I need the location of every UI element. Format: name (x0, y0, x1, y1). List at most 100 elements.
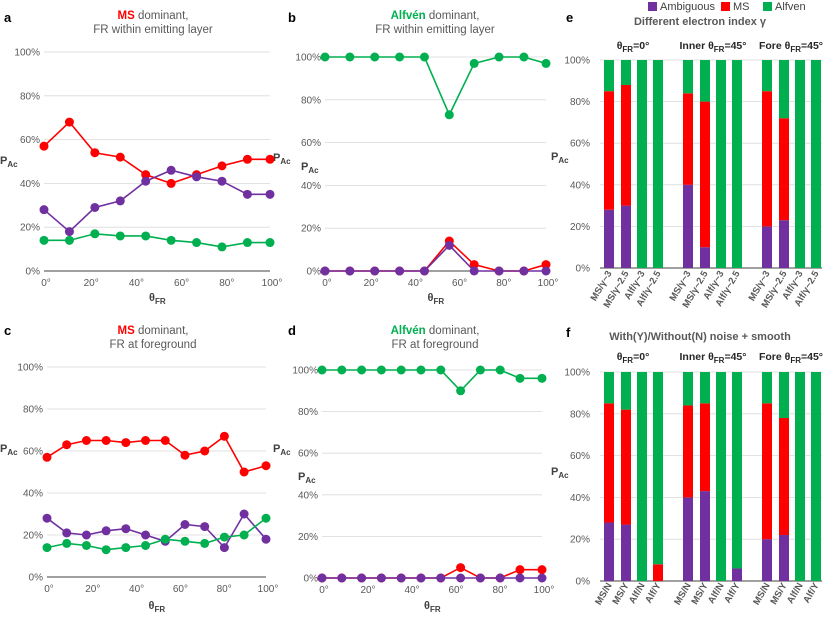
data-point-alfven (541, 58, 551, 68)
group-label-post: =45° (724, 40, 746, 52)
panel-f: f With(Y)/Without(N) noise + smooth 0% 20% 4… (551, 325, 823, 607)
bar-segment-ambiguous (732, 568, 742, 581)
data-point-ambiguous (494, 266, 504, 276)
group-label-post: =45° (801, 40, 823, 52)
bar-segment-alfven (621, 60, 631, 85)
data-point-ms (469, 260, 479, 270)
bar-segment-ms (621, 84, 631, 206)
bar-segment-alfven (716, 372, 726, 581)
bar-segment-alfven (811, 372, 821, 581)
y-tick-label: 0% (304, 574, 319, 585)
data-point-alfven (416, 365, 426, 375)
category-label: MS/N (593, 581, 614, 607)
panel-title: With(Y)/Without(N) noise + smooth (609, 331, 791, 343)
y-tick-label: 20% (570, 222, 590, 233)
data-point-alfven (261, 513, 271, 523)
data-point-alfven (42, 543, 52, 553)
data-point-ambiguous (192, 172, 202, 182)
bar-segment-ambiguous (700, 491, 710, 581)
x-tick-label: 40° (408, 278, 423, 289)
data-point-ambiguous (42, 513, 52, 523)
data-point-alfven (495, 365, 505, 375)
bar-segment-ms (762, 403, 772, 540)
y-axis-label-sub: Ac (308, 166, 319, 175)
category-label: Alf/Y (801, 580, 822, 605)
bar-segment-alfven (716, 60, 726, 268)
data-point-alfven (376, 365, 386, 375)
data-point-ambiguous (217, 176, 227, 186)
x-tick-label: 80° (492, 585, 507, 596)
data-point-ambiguous (200, 522, 210, 532)
group-label-sub: FR (714, 356, 725, 365)
data-point-alfven (475, 365, 485, 375)
data-point-alfven (370, 52, 380, 62)
y-tick-label: 80% (23, 405, 43, 416)
bar-segment-ambiguous (779, 220, 789, 268)
category-label: MS/N (751, 581, 772, 607)
category-label: MS/Y (768, 580, 789, 606)
group-label-pre: θ (617, 351, 623, 363)
data-point-alfven (239, 530, 249, 540)
bar-segment-alfven (604, 60, 614, 92)
data-point-ambiguous (515, 573, 525, 583)
data-point-alfven (200, 538, 210, 548)
y-tick-label: 20% (23, 531, 43, 542)
data-point-alfven (115, 231, 125, 241)
data-point-ambiguous (121, 524, 131, 534)
y-axis-label-sub: Ac (558, 156, 569, 165)
series-line-alfven (44, 232, 270, 248)
data-point-alfven (345, 52, 355, 62)
data-point-alfven (141, 541, 151, 550)
bar-segment-alfven (811, 60, 821, 268)
bar-segment-alfven (779, 372, 789, 418)
x-tick-label: 20° (360, 585, 375, 596)
bar-segment-alfven (683, 372, 693, 406)
y-tick-label: 0% (26, 267, 41, 278)
y-tick-label: 100% (564, 56, 590, 67)
x-tick-label: 100° (258, 584, 279, 595)
x-axis-label: θFR (428, 292, 445, 306)
y-axis-label-right: PAc (273, 443, 291, 457)
panel-subtitle: FR within emitting layer (93, 24, 213, 36)
group-label-pre: Fore θ (759, 351, 791, 363)
group-label-sub: FR (790, 356, 801, 365)
data-point-alfven (160, 534, 170, 544)
y-axis-label-right-sub: Ac (280, 448, 291, 457)
data-point-ambiguous (166, 165, 176, 175)
series-line-ambiguous (43, 169, 270, 233)
bar-segment-ms (604, 403, 614, 523)
data-point-ms (115, 152, 125, 162)
panel-title-rest: dominant, (426, 325, 480, 337)
bar-segment-ms (700, 403, 710, 492)
bar-segment-alfven (604, 372, 614, 404)
data-point-ambiguous (345, 266, 355, 276)
data-point-alfven (320, 52, 330, 62)
data-point-ambiguous (242, 189, 252, 199)
data-point-alfven (90, 229, 100, 239)
y-tick-label: 80% (301, 95, 321, 106)
x-axis-label-main: θ (424, 600, 430, 612)
bar-segment-ms (779, 417, 789, 536)
y-axis-label: PAc (551, 151, 569, 165)
data-point-ambiguous (469, 266, 479, 276)
y-axis-label-right-sub: Ac (280, 157, 291, 166)
data-point-alfven (317, 365, 327, 375)
y-tick-label: 40% (23, 489, 43, 500)
category-label: Alf/N (706, 581, 727, 606)
legend-label: Alfven (775, 1, 806, 13)
y-axis-label-right-main: P (273, 443, 280, 455)
panel-title-highlight: Alfvén (391, 10, 426, 22)
data-point-ambiguous (419, 266, 429, 276)
panel-title: Alfvén dominant, (391, 10, 480, 22)
bar-segment-ms (779, 118, 789, 221)
group-label: Fore θFR=45° (759, 40, 823, 54)
category-label: MS/N (672, 581, 693, 607)
y-tick-label: 60% (570, 139, 590, 150)
data-point-ambiguous (395, 266, 405, 276)
data-point-alfven (166, 235, 176, 245)
bar-segment-alfven (762, 60, 772, 92)
data-point-alfven (357, 365, 367, 375)
data-point-alfven (537, 373, 547, 383)
x-tick-label: 60° (174, 278, 189, 289)
bar-segment-ambiguous (779, 535, 789, 581)
